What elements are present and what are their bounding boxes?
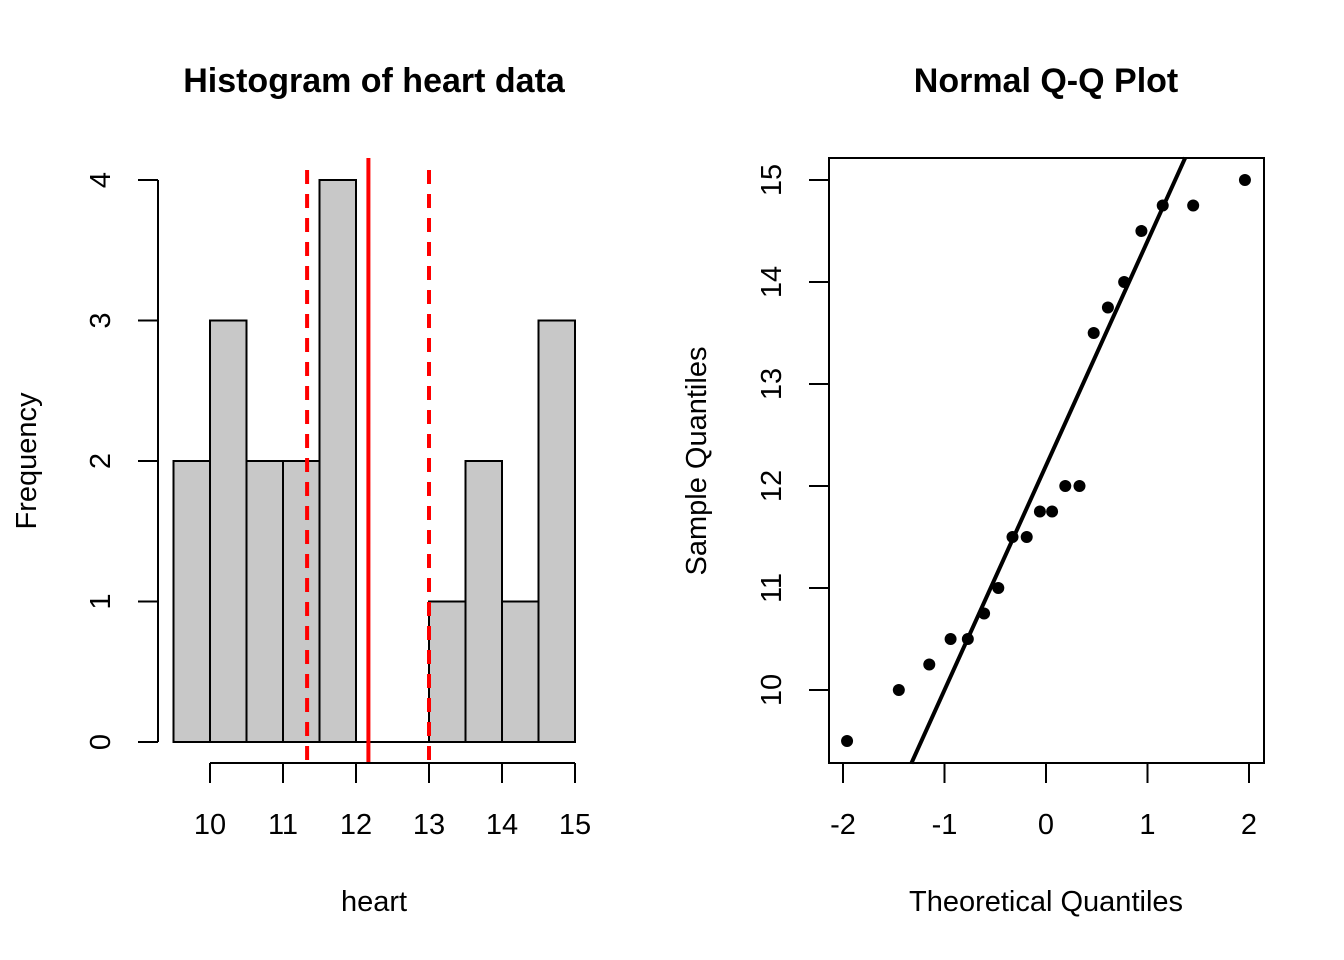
qq-x-label: Theoretical Quantiles <box>909 886 1183 918</box>
qq-point <box>992 582 1005 594</box>
histogram-x-tick-label: 12 <box>340 809 372 841</box>
qq-point <box>1101 301 1114 314</box>
histogram-x-tick-label: 13 <box>413 809 445 841</box>
qq-point <box>1033 505 1046 518</box>
qq-reference-line <box>909 156 1188 765</box>
qq-y-tick-label: 13 <box>756 368 788 400</box>
histogram-y-tick-label: 0 <box>85 734 117 750</box>
qq-y-axis: 10 11 12 13 14 15 <box>756 164 829 706</box>
histogram-bar <box>464 460 503 743</box>
histogram-title: Histogram of heart data <box>183 62 566 100</box>
histogram-y-tick-label: 1 <box>85 593 117 609</box>
qq-point <box>1156 199 1169 212</box>
qq-reference-line-segment <box>909 156 1188 765</box>
histogram-y-tick-label: 4 <box>85 172 117 188</box>
qq-points <box>841 174 1251 747</box>
qq-point <box>1187 199 1200 212</box>
qq-x-tick-label: -2 <box>830 809 856 841</box>
qq-point <box>1135 225 1148 237</box>
histogram-bar <box>172 460 211 743</box>
qq-point <box>1046 505 1059 518</box>
histogram-y-tick-label: 2 <box>85 453 117 469</box>
qq-x-tick-label: 0 <box>1038 809 1054 841</box>
histogram-bar <box>209 319 248 743</box>
histogram-bar <box>537 319 576 743</box>
qq-point <box>841 735 854 747</box>
qq-point <box>892 684 905 696</box>
qq-x-tick-label: 1 <box>1139 809 1155 841</box>
qq-y-tick-label: 12 <box>756 470 788 502</box>
qq-y-label: Sample Quantiles <box>681 347 713 576</box>
qq-point <box>1020 531 1033 543</box>
histogram-y-tick-label: 3 <box>85 312 117 328</box>
qq-point <box>1006 531 1019 543</box>
histogram-bar <box>501 600 540 743</box>
histogram-bar <box>318 179 357 743</box>
histogram-bars <box>172 179 576 743</box>
qq-point <box>923 658 936 671</box>
histogram-y-axis: 0 1 2 3 4 <box>85 172 159 750</box>
qq-point <box>1238 174 1251 186</box>
histogram-bar <box>282 460 321 743</box>
qq-y-tick-label: 10 <box>756 674 788 706</box>
histogram-x-tick-label: 11 <box>268 809 298 841</box>
qq-point <box>1087 327 1100 339</box>
qq-y-tick-label: 14 <box>756 266 788 298</box>
qq-point <box>944 633 957 645</box>
histogram-reference-lines <box>305 158 431 763</box>
histogram-x-tick-label: 10 <box>194 809 226 841</box>
histogram-x-axis: 10 11 12 13 14 15 <box>194 762 591 841</box>
qq-point <box>1073 480 1086 492</box>
qq-point <box>1118 276 1131 288</box>
histogram-x-tick-label: 15 <box>559 809 591 841</box>
histogram-bar <box>245 460 284 743</box>
qq-x-axis: -2 -1 0 1 2 <box>830 763 1257 841</box>
qq-x-tick-label: -1 <box>932 809 958 841</box>
qq-point <box>961 633 974 645</box>
qq-point <box>1059 480 1072 492</box>
qq-y-tick-label: 15 <box>756 164 788 196</box>
histogram-x-tick-label: 14 <box>486 809 518 841</box>
histogram-bar <box>428 600 467 743</box>
qq-point <box>978 607 991 620</box>
histogram-y-label: Frequency <box>11 392 43 530</box>
qq-x-tick-label: 2 <box>1241 809 1257 841</box>
histogram-x-label: heart <box>341 886 407 918</box>
qq-y-tick-label: 11 <box>756 573 788 603</box>
qq-title: Normal Q-Q Plot <box>914 62 1178 100</box>
